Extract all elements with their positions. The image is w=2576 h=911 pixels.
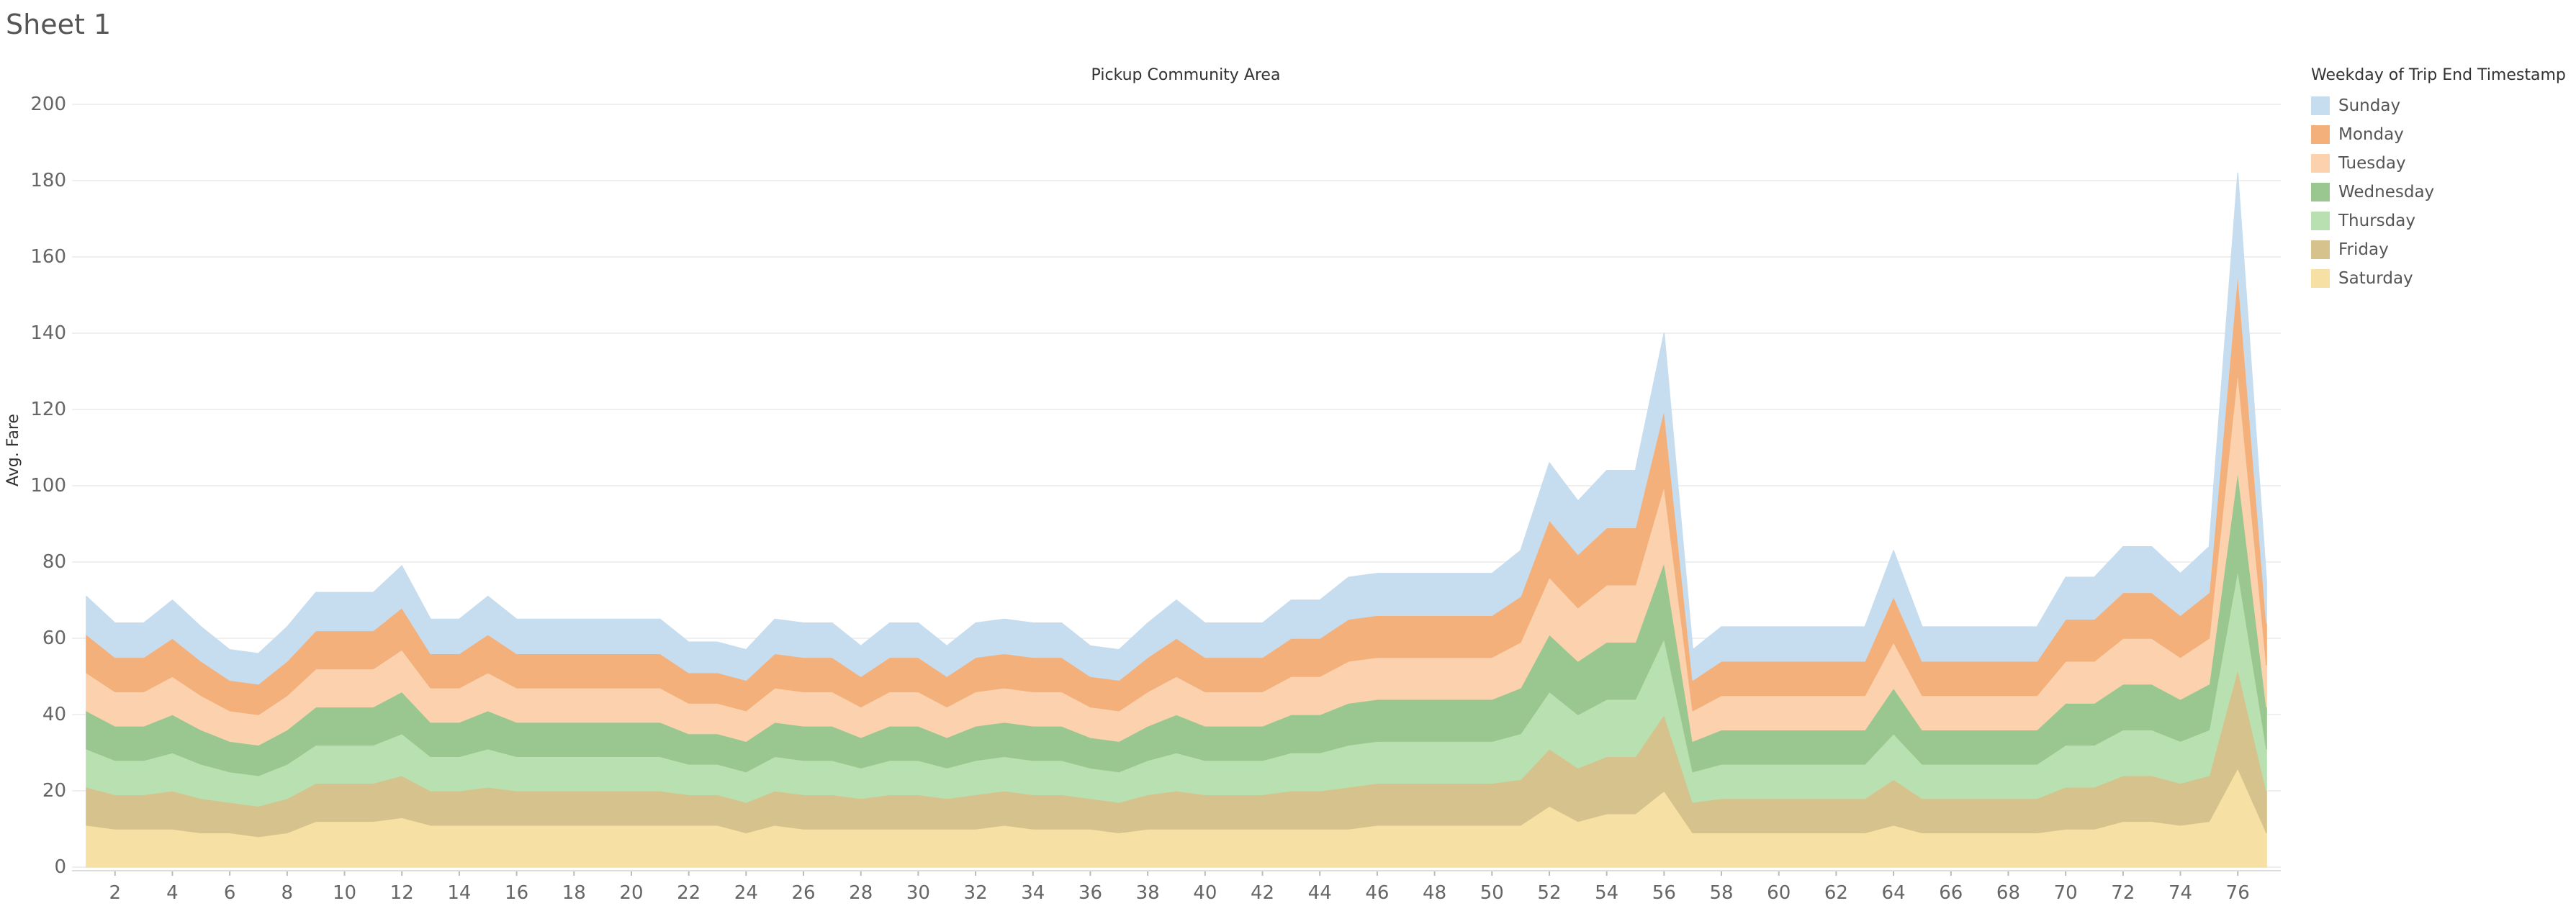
legend-item-sunday[interactable]: Sunday (2311, 91, 2574, 120)
x-tick-label-44: 44 (1308, 882, 1332, 904)
x-tick-label-6: 6 (224, 882, 236, 904)
legend: Weekday of Trip End Timestamp Sunday Mond… (2311, 66, 2574, 293)
x-tick-label-28: 28 (849, 882, 873, 904)
legend-swatch (2311, 212, 2330, 230)
legend-title: Weekday of Trip End Timestamp (2311, 66, 2566, 84)
x-tick-label-36: 36 (1078, 882, 1102, 904)
legend-label: Thursday (2338, 212, 2415, 230)
legend-label: Saturday (2338, 269, 2413, 288)
y-tick-label-160: 160 (30, 246, 66, 268)
y-tick-label-80: 80 (42, 551, 66, 573)
x-tick-label-26: 26 (791, 882, 815, 904)
x-tick-label-4: 4 (166, 882, 179, 904)
x-tick-label-74: 74 (2169, 882, 2192, 904)
legend-swatch (2311, 154, 2330, 173)
x-tick-label-38: 38 (1136, 882, 1160, 904)
x-tick-label-68: 68 (1996, 882, 2020, 904)
x-tick-label-60: 60 (1767, 882, 1791, 904)
y-tick-label-20: 20 (42, 780, 66, 802)
x-tick-label-56: 56 (1652, 882, 1676, 904)
x-tick-label-58: 58 (1709, 882, 1733, 904)
x-tick-label-52: 52 (1537, 882, 1561, 904)
x-tick-label-2: 2 (109, 882, 121, 904)
legend-label: Tuesday (2338, 154, 2406, 173)
x-tick-label-18: 18 (562, 882, 586, 904)
x-tick-label-32: 32 (964, 882, 988, 904)
y-tick-label-60: 60 (42, 627, 66, 649)
legend-item-friday[interactable]: Friday (2311, 235, 2574, 264)
sheet-title: Sheet 1 (6, 9, 112, 40)
x-tick-label-40: 40 (1193, 882, 1217, 904)
x-tick-label-72: 72 (2111, 882, 2135, 904)
x-tick-label-16: 16 (505, 882, 528, 904)
y-tick-label-140: 140 (30, 322, 66, 344)
legend-swatch (2311, 125, 2330, 144)
legend-label: Monday (2338, 125, 2404, 144)
y-tick-label-120: 120 (30, 399, 66, 420)
x-tick-label-10: 10 (333, 882, 356, 904)
legend-label: Sunday (2338, 96, 2401, 115)
x-tick-label-70: 70 (2054, 882, 2078, 904)
x-tick-label-20: 20 (619, 882, 643, 904)
x-tick-label-64: 64 (1882, 882, 1906, 904)
chart-title: Pickup Community Area (1091, 66, 1281, 84)
legend-item-tuesday[interactable]: Tuesday (2311, 149, 2574, 178)
y-tick-label-100: 100 (30, 475, 66, 497)
x-tick-label-76: 76 (2226, 882, 2250, 904)
x-tick-label-24: 24 (734, 882, 758, 904)
x-tick-label-22: 22 (677, 882, 701, 904)
legend-item-saturday[interactable]: Saturday (2311, 264, 2574, 293)
x-tick-label-34: 34 (1021, 882, 1045, 904)
legend-swatch (2311, 269, 2330, 288)
legend-swatch (2311, 240, 2330, 259)
y-tick-label-180: 180 (30, 170, 66, 191)
legend-label: Friday (2338, 240, 2389, 259)
x-tick-label-12: 12 (390, 882, 414, 904)
x-tick-label-48: 48 (1423, 882, 1446, 904)
legend-label: Wednesday (2338, 183, 2435, 201)
legend-item-wednesday[interactable]: Wednesday (2311, 178, 2574, 207)
x-tick-label-50: 50 (1480, 882, 1504, 904)
x-tick-label-62: 62 (1824, 882, 1848, 904)
x-tick-label-46: 46 (1365, 882, 1389, 904)
x-tick-label-14: 14 (447, 882, 471, 904)
legend-item-monday[interactable]: Monday (2311, 120, 2574, 149)
y-tick-label-200: 200 (30, 94, 66, 115)
legend-swatch (2311, 96, 2330, 115)
area-sunday (86, 172, 2267, 685)
legend-items: Sunday Monday Tuesday Wednesday Thursday Frid… (2311, 91, 2574, 293)
x-tick-label-30: 30 (906, 882, 930, 904)
legend-item-thursday[interactable]: Thursday (2311, 207, 2574, 235)
x-tick-label-42: 42 (1251, 882, 1274, 904)
x-tick-label-8: 8 (282, 882, 294, 904)
y-tick-label-0: 0 (54, 856, 66, 878)
x-tick-label-66: 66 (1939, 882, 1963, 904)
legend-swatch (2311, 183, 2330, 201)
x-tick-label-54: 54 (1595, 882, 1618, 904)
y-tick-label-40: 40 (42, 704, 66, 725)
